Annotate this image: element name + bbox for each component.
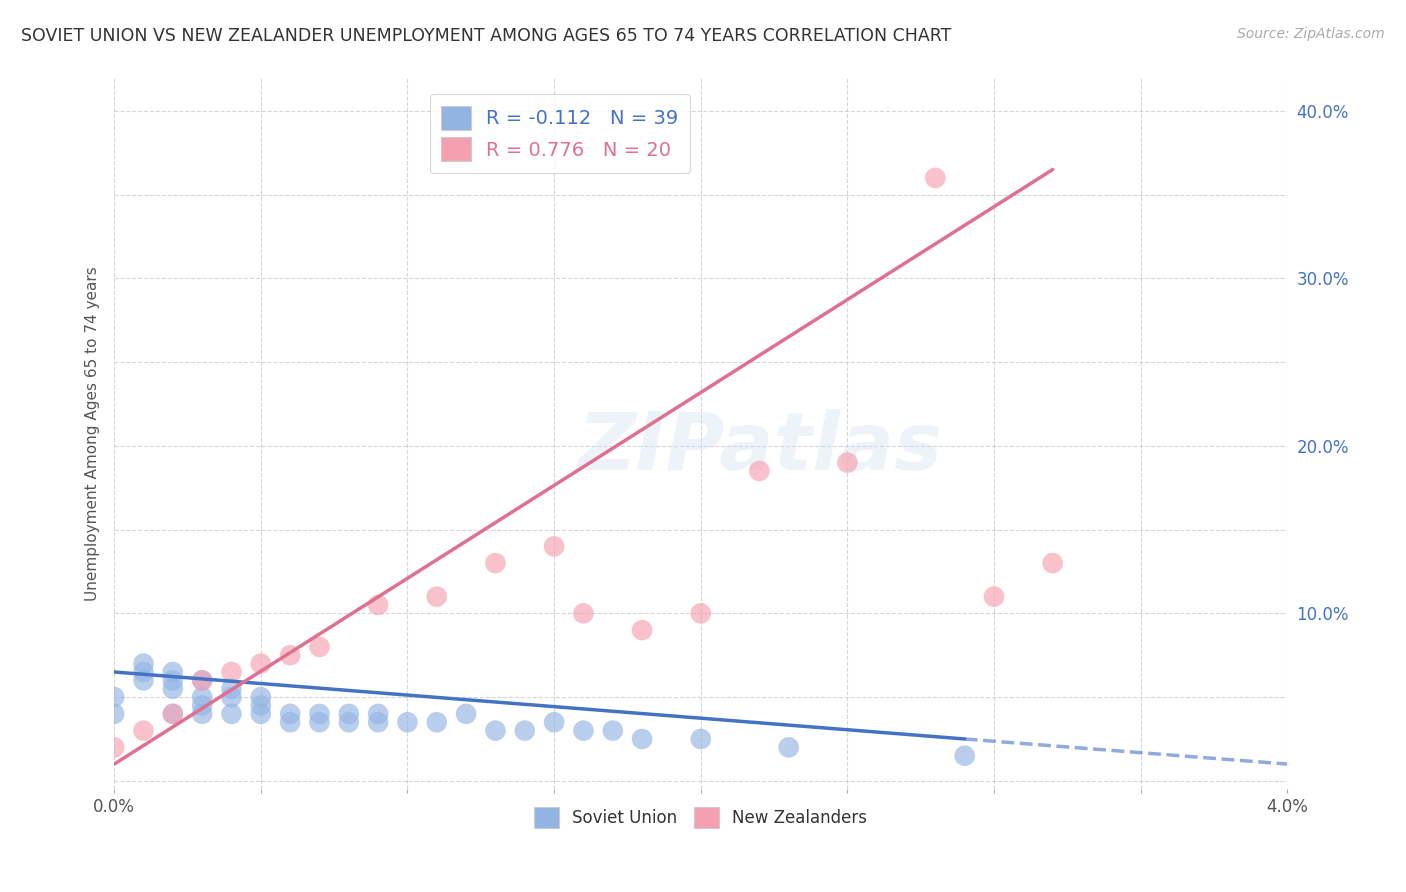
Point <box>426 715 449 730</box>
Point <box>221 690 243 705</box>
Point <box>308 715 330 730</box>
Point <box>191 690 214 705</box>
Point <box>837 456 859 470</box>
Point <box>162 665 184 679</box>
Point <box>191 706 214 721</box>
Point <box>778 740 800 755</box>
Point <box>278 648 301 663</box>
Point <box>308 640 330 654</box>
Point <box>484 556 506 570</box>
Point <box>278 715 301 730</box>
Point <box>162 673 184 688</box>
Point <box>953 748 976 763</box>
Point <box>103 740 125 755</box>
Point <box>631 731 654 746</box>
Point <box>191 698 214 713</box>
Point <box>426 590 449 604</box>
Point <box>278 706 301 721</box>
Point <box>924 170 946 185</box>
Point <box>132 673 155 688</box>
Point <box>602 723 624 738</box>
Point <box>513 723 536 738</box>
Point <box>367 715 389 730</box>
Point <box>103 690 125 705</box>
Point <box>631 623 654 637</box>
Text: SOVIET UNION VS NEW ZEALANDER UNEMPLOYMENT AMONG AGES 65 TO 74 YEARS CORRELATION: SOVIET UNION VS NEW ZEALANDER UNEMPLOYME… <box>21 27 952 45</box>
Text: Source: ZipAtlas.com: Source: ZipAtlas.com <box>1237 27 1385 41</box>
Point <box>572 723 595 738</box>
Point <box>308 706 330 721</box>
Point <box>162 706 184 721</box>
Point <box>221 681 243 696</box>
Point <box>543 715 565 730</box>
Point <box>396 715 419 730</box>
Point <box>543 540 565 554</box>
Point <box>132 665 155 679</box>
Point <box>250 690 273 705</box>
Point <box>689 607 711 621</box>
Point <box>103 706 125 721</box>
Point <box>748 464 770 478</box>
Point <box>456 706 478 721</box>
Point <box>367 598 389 612</box>
Point <box>191 673 214 688</box>
Point <box>250 657 273 671</box>
Point <box>250 698 273 713</box>
Y-axis label: Unemployment Among Ages 65 to 74 years: Unemployment Among Ages 65 to 74 years <box>86 266 100 600</box>
Legend: Soviet Union, New Zealanders: Soviet Union, New Zealanders <box>527 801 875 834</box>
Point <box>162 681 184 696</box>
Point <box>1042 556 1064 570</box>
Point <box>337 715 360 730</box>
Point <box>132 657 155 671</box>
Text: ZIPatlas: ZIPatlas <box>576 409 942 486</box>
Point <box>221 665 243 679</box>
Point <box>983 590 1005 604</box>
Point <box>250 706 273 721</box>
Point <box>484 723 506 738</box>
Point <box>337 706 360 721</box>
Point <box>572 607 595 621</box>
Point <box>132 723 155 738</box>
Point <box>221 706 243 721</box>
Point <box>162 706 184 721</box>
Point <box>367 706 389 721</box>
Point <box>689 731 711 746</box>
Point <box>191 673 214 688</box>
